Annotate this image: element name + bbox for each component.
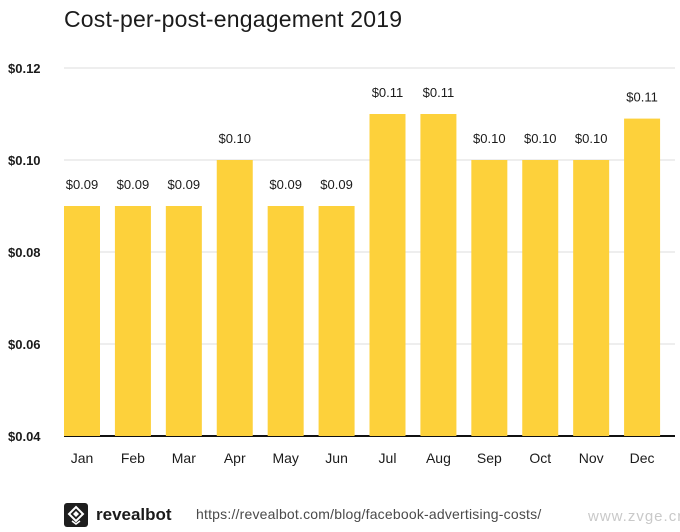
x-tick-label: Aug [426,450,451,466]
x-tick-label: Sep [477,450,502,466]
x-tick-label: Feb [121,450,145,466]
x-tick-label: Jan [71,450,94,466]
bar [64,206,100,436]
x-tick-label: Apr [224,450,246,466]
data-label: $0.10 [473,131,506,146]
bar [369,114,406,436]
bar [114,206,151,436]
y-tick-label: $0.06 [8,337,41,352]
data-label: $0.09 [320,177,353,192]
bar [165,206,202,436]
bar [420,114,457,436]
bar [471,160,508,436]
footer: revealbot https://revealbot.com/blog/fac… [64,503,664,529]
x-tick-label: Mar [172,450,196,466]
y-tick-label: $0.12 [8,61,41,76]
data-label: $0.09 [269,177,302,192]
data-label: $0.10 [524,131,557,146]
bar [522,160,559,436]
bar [624,118,661,436]
bar [573,160,610,436]
revealbot-logo-icon [64,503,88,527]
x-tick-label: Jul [379,450,397,466]
brand-name: revealbot [96,505,172,524]
x-tick-label: Nov [579,450,604,466]
y-tick-label: $0.04 [8,429,41,444]
y-tick-label: $0.10 [8,153,41,168]
bar [318,206,355,436]
data-label: $0.09 [66,177,99,192]
source-link[interactable]: https://revealbot.com/blog/facebook-adve… [196,506,542,522]
data-label: $0.09 [168,177,201,192]
bar-chart: $0.04$0.06$0.08$0.10$0.12 $0.09 $0.09 $0.0… [8,61,675,466]
data-label: $0.11 [372,85,404,100]
x-tick-label: May [272,450,298,466]
data-label: $0.10 [218,131,251,146]
x-tick-label: Oct [529,450,551,466]
bar [267,206,304,436]
bar [216,160,253,436]
chart-title: Cost-per-post-engagement 2019 [64,6,403,32]
x-tick-label: Jun [325,450,348,466]
bars [64,114,661,436]
data-label: $0.11 [423,85,455,100]
data-label: $0.09 [117,177,150,192]
x-tick-label: Dec [630,450,655,466]
y-axis-ticks: $0.04 $0.06 $0.08 $0.10 $0.12 [8,61,41,444]
data-label: $0.10 [575,131,608,146]
y-tick-label: $0.08 [8,245,41,260]
watermark: www.zvge.cn [588,508,680,525]
x-axis-ticks: Jan Feb Mar Apr May Jun Jul Aug Sep Oct Nov Dec [71,450,655,466]
data-label: $0.11 [626,90,658,105]
data-labels: $0.09 $0.09 $0.09 $0.10 $0.09 $0.09 $0.11 $0.11… [66,85,658,192]
